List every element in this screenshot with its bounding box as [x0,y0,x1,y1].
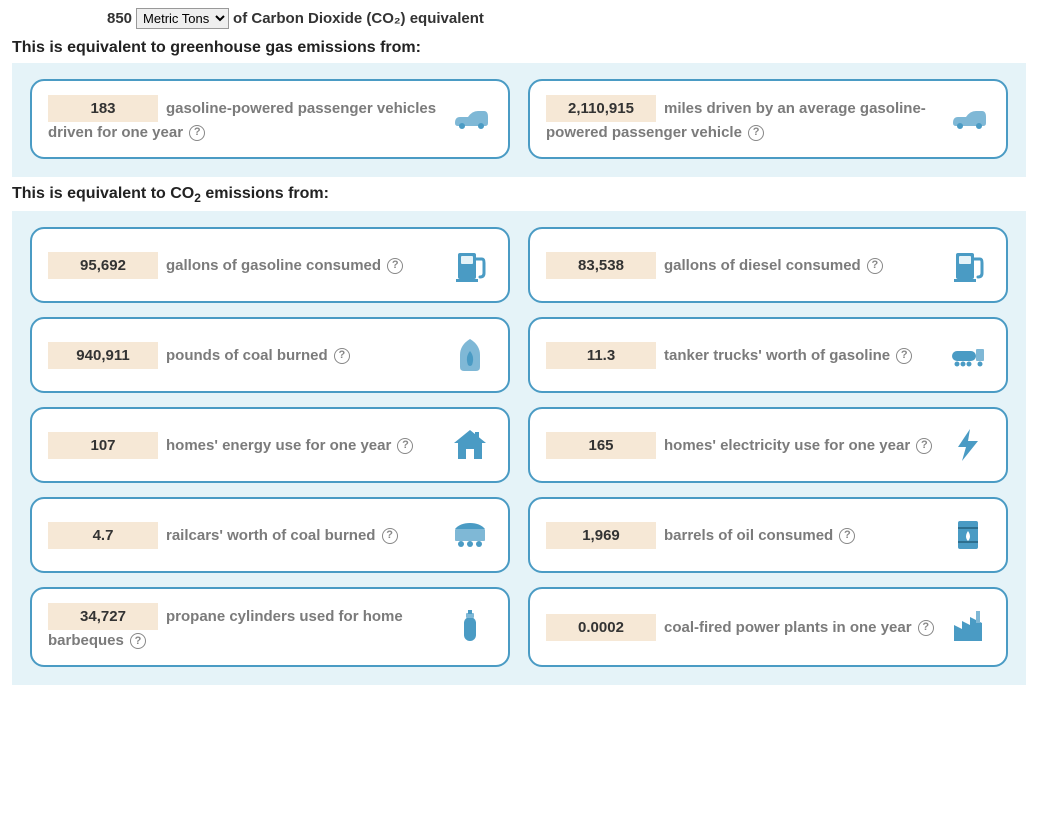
equivalence-card: 107 homes' energy use for one year ? [30,407,510,483]
equivalence-card: 34,727propane cylinders used for home ba… [30,587,510,667]
card-value: 940,911 [48,342,158,369]
card-text: 95,692 gallons of gasoline consumed ? [48,252,438,279]
card-value: 183 [48,95,158,122]
equivalence-card: 11.3 tanker trucks' worth of gasoline ? [528,317,1008,393]
equivalence-card: 4.7 railcars' worth of coal burned ? [30,497,510,573]
help-icon[interactable]: ? [130,633,146,649]
section-heading: This is equivalent to greenhouse gas emi… [12,39,1026,57]
card-text: 2,110,915miles driven by an average gaso… [546,95,936,143]
help-icon[interactable]: ? [896,348,912,364]
card-text: 107 homes' energy use for one year ? [48,432,438,459]
railcar-icon [448,513,492,557]
card-value: 2,110,915 [546,95,656,122]
car-icon [946,97,990,141]
equivalence-card: 1,969 barrels of oil consumed ? [528,497,1008,573]
card-text: 34,727propane cylinders used for home ba… [48,603,438,651]
card-text: 11.3 tanker trucks' worth of gasoline ? [546,342,936,369]
card-desc: gallons of diesel consumed [664,257,865,274]
card-value: 165 [546,432,656,459]
barrel-icon [946,513,990,557]
card-value: 83,538 [546,252,656,279]
help-icon[interactable]: ? [397,438,413,454]
help-icon[interactable]: ? [387,258,403,274]
card-text: 183gasoline-powered passenger vehicles d… [48,95,438,143]
amount-value: 850 [107,10,132,27]
tanker-icon [946,333,990,377]
section-panel: 183gasoline-powered passenger vehicles d… [12,63,1026,177]
help-icon[interactable]: ? [189,125,205,141]
card-desc: coal-fired power plants in one year [664,619,916,636]
card-value: 34,727 [48,603,158,630]
input-header: 850 Metric Tons of Carbon Dioxide (CO₂) … [12,8,1026,29]
flame-bag-icon [448,333,492,377]
pump-icon [946,243,990,287]
card-desc: homes' electricity use for one year [664,437,914,454]
card-text: 940,911 pounds of coal burned ? [48,342,438,369]
card-desc: pounds of coal burned [166,347,332,364]
propane-icon [448,605,492,649]
equivalence-card: 165 homes' electricity use for one year ? [528,407,1008,483]
help-icon[interactable]: ? [839,528,855,544]
equivalence-card: 183gasoline-powered passenger vehicles d… [30,79,510,159]
card-value: 0.0002 [546,614,656,641]
card-value: 4.7 [48,522,158,549]
help-icon[interactable]: ? [748,125,764,141]
bolt-icon [946,423,990,467]
equivalence-card: 940,911 pounds of coal burned ? [30,317,510,393]
unit-select[interactable]: Metric Tons [136,8,229,29]
card-value: 1,969 [546,522,656,549]
help-icon[interactable]: ? [382,528,398,544]
card-desc: homes' energy use for one year [166,437,395,454]
pump-icon [448,243,492,287]
car-icon [448,97,492,141]
card-text: 165 homes' electricity use for one year ? [546,432,936,459]
factory-icon [946,605,990,649]
header-suffix: of Carbon Dioxide (CO₂) equivalent [233,10,484,27]
help-icon[interactable]: ? [916,438,932,454]
card-text: 83,538 gallons of diesel consumed ? [546,252,936,279]
section-heading: This is equivalent to CO2 emissions from… [12,185,1026,205]
equivalence-card: 83,538 gallons of diesel consumed ? [528,227,1008,303]
card-value: 95,692 [48,252,158,279]
card-desc: railcars' worth of coal burned [166,527,380,544]
card-text: 1,969 barrels of oil consumed ? [546,522,936,549]
equivalence-card: 95,692 gallons of gasoline consumed ? [30,227,510,303]
equivalence-card: 0.0002 coal-fired power plants in one yea… [528,587,1008,667]
card-text: 4.7 railcars' worth of coal burned ? [48,522,438,549]
help-icon[interactable]: ? [334,348,350,364]
card-value: 11.3 [546,342,656,369]
house-icon [448,423,492,467]
card-value: 107 [48,432,158,459]
equivalence-card: 2,110,915miles driven by an average gaso… [528,79,1008,159]
card-desc: gallons of gasoline consumed [166,257,385,274]
card-desc: tanker trucks' worth of gasoline [664,347,894,364]
help-icon[interactable]: ? [867,258,883,274]
section-panel: 95,692gallons of gasoline consumed ?83,5… [12,211,1026,685]
card-text: 0.0002 coal-fired power plants in one yea… [546,614,936,641]
card-desc: barrels of oil consumed [664,527,837,544]
help-icon[interactable]: ? [918,620,934,636]
